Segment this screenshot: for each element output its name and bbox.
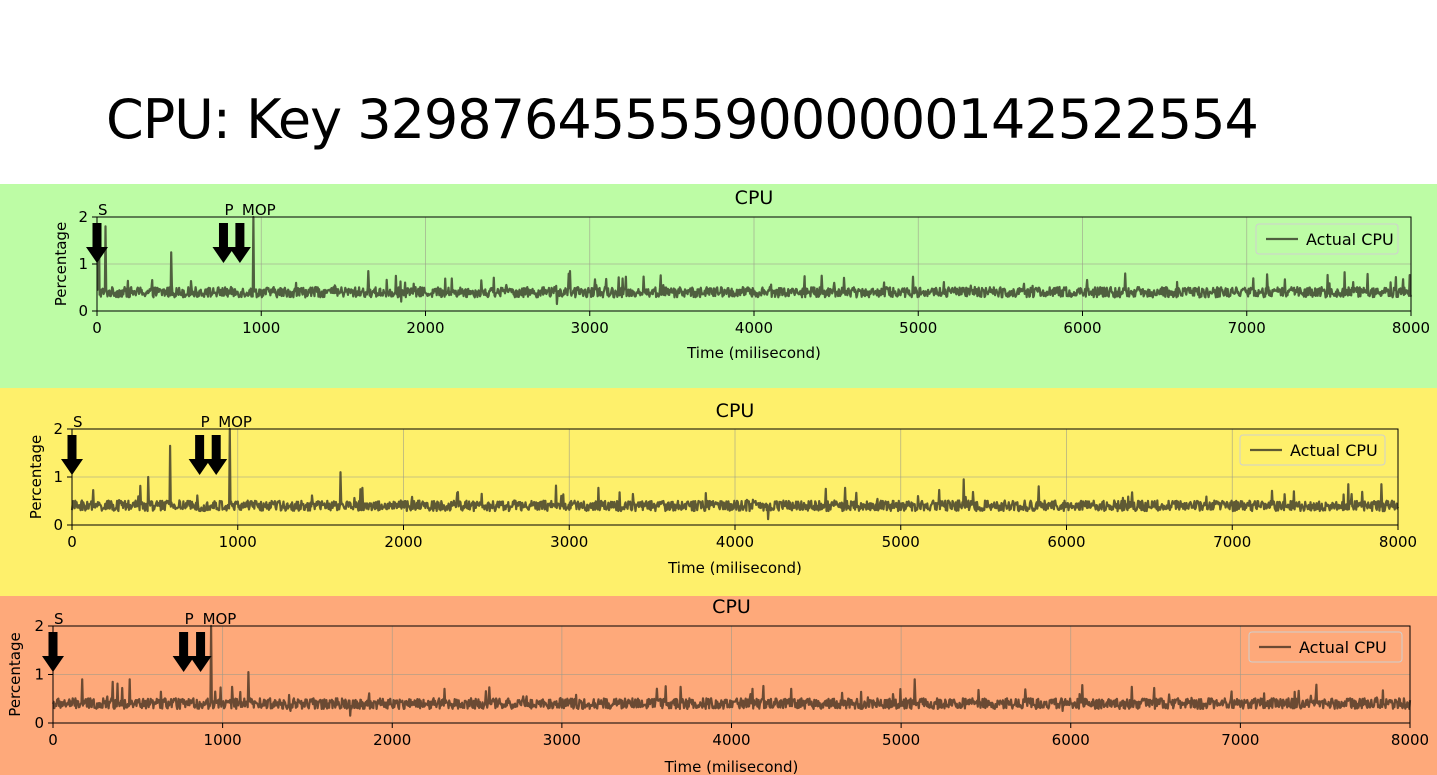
x-tick-label: 5000 xyxy=(882,731,920,749)
cpu-chart-svg: CPU 0 1000 2000 3000 4000 5000 6000 7000 8000 0 1 2 T… xyxy=(27,400,1417,577)
x-tick-label: 5000 xyxy=(882,533,920,551)
x-tick-label: 4000 xyxy=(716,533,754,551)
event-marker-label: P xyxy=(185,610,194,628)
x-tick-label: 0 xyxy=(67,533,77,551)
event-marker-mop: MOP xyxy=(189,610,237,672)
arrow-down-icon xyxy=(61,459,83,475)
arrow-shaft xyxy=(92,223,102,249)
x-tick-label: 3000 xyxy=(571,319,609,337)
y-tick-label: 2 xyxy=(34,617,44,635)
x-tick-label: 2000 xyxy=(373,731,411,749)
arrow-shaft xyxy=(235,223,245,249)
event-marker-label: MOP xyxy=(242,201,276,219)
event-marker-label: S xyxy=(98,201,108,219)
y-tick-label: 0 xyxy=(53,516,63,534)
x-tick-label: 0 xyxy=(48,731,58,749)
chart-title: CPU xyxy=(716,400,755,422)
arrow-shaft xyxy=(195,435,205,461)
x-tick-label: 4000 xyxy=(735,319,773,337)
legend-box xyxy=(1248,631,1403,663)
series-line-actual-cpu xyxy=(51,624,1412,717)
y-axis-label: Percentage xyxy=(52,222,70,306)
arrow-shaft xyxy=(67,435,77,461)
x-axis-label: Time (milisecond) xyxy=(686,344,821,362)
x-tick-label: 5000 xyxy=(899,319,937,337)
x-tick-label: 1000 xyxy=(204,731,242,749)
x-tick-label: 6000 xyxy=(1063,319,1101,337)
y-tick-label: 0 xyxy=(34,714,44,732)
cpu-chart-svg: CPU 0 1000 2000 3000 4000 5000 6000 7000 8000 0 1 2 T… xyxy=(52,187,1430,362)
arrow-down-icon xyxy=(189,656,212,672)
arrow-down-icon xyxy=(86,247,108,263)
series-line-actual-cpu xyxy=(96,215,1413,306)
y-tick-label: 2 xyxy=(78,208,88,226)
x-tick-label: 3000 xyxy=(543,731,581,749)
chart-title: CPU xyxy=(735,187,774,209)
cpu-chart-panel-orange: CPU 0 1000 2000 3000 4000 5000 6000 7000 8000 0 1 2 T… xyxy=(0,596,1437,775)
y-tick-label: 1 xyxy=(34,666,44,684)
legend-box xyxy=(1255,223,1399,255)
legend-label: Actual CPU xyxy=(1299,638,1387,657)
event-marker-s: S xyxy=(86,201,108,263)
x-tick-label: 7000 xyxy=(1213,533,1251,551)
arrow-down-icon xyxy=(172,656,195,672)
event-marker-s: S xyxy=(42,610,64,672)
x-tick-label: 8000 xyxy=(1391,731,1429,749)
arrow-down-icon xyxy=(42,656,64,672)
x-tick-label: 4000 xyxy=(712,731,750,749)
x-tick-label: 6000 xyxy=(1047,533,1085,551)
arrow-shaft xyxy=(196,632,206,658)
title-prefix: CPU: Key xyxy=(106,88,358,151)
arrow-down-icon xyxy=(228,247,251,263)
x-tick-label: 8000 xyxy=(1379,533,1417,551)
y-tick-label: 0 xyxy=(78,302,88,320)
legend-label: Actual CPU xyxy=(1306,230,1394,249)
event-marker-label: P xyxy=(224,201,233,219)
arrow-down-icon xyxy=(205,459,228,475)
arrow-shaft xyxy=(179,632,189,658)
x-tick-label: 6000 xyxy=(1052,731,1090,749)
x-tick-label: 2000 xyxy=(406,319,444,337)
arrow-shaft xyxy=(211,435,221,461)
x-tick-label: 7000 xyxy=(1228,319,1266,337)
event-marker-label: P xyxy=(201,413,210,431)
event-marker-s: S xyxy=(61,413,83,475)
y-axis-label: Percentage xyxy=(6,632,24,716)
arrow-shaft xyxy=(48,632,58,658)
x-tick-label: 1000 xyxy=(219,533,257,551)
event-marker-label: MOP xyxy=(218,413,252,431)
y-tick-label: 1 xyxy=(53,468,63,486)
event-marker-p: P xyxy=(212,201,235,263)
slide-title: CPU: Key 329876455559000000142522554 xyxy=(106,80,1259,160)
event-marker-mop: MOP xyxy=(205,413,252,475)
event-marker-p: P xyxy=(188,413,211,475)
y-tick-label: 2 xyxy=(53,420,63,438)
x-tick-label: 8000 xyxy=(1392,319,1430,337)
x-tick-label: 3000 xyxy=(550,533,588,551)
x-tick-label: 7000 xyxy=(1221,731,1259,749)
cpu-chart-panel-yellow: CPU 0 1000 2000 3000 4000 5000 6000 7000 8000 0 1 2 T… xyxy=(0,388,1437,596)
event-marker-label: S xyxy=(54,610,64,628)
legend-box xyxy=(1239,434,1386,466)
event-marker-label: S xyxy=(73,413,83,431)
title-key: 329876455559000000142522554 xyxy=(357,88,1259,151)
arrow-down-icon xyxy=(212,247,235,263)
cpu-chart-svg: CPU 0 1000 2000 3000 4000 5000 6000 7000 8000 0 1 2 T… xyxy=(6,596,1429,775)
series-line-actual-cpu xyxy=(70,427,1400,521)
event-marker-p: P xyxy=(172,610,195,672)
event-marker-mop: MOP xyxy=(228,201,276,263)
x-axis-label: Time (milisecond) xyxy=(664,758,799,775)
y-axis-label: Percentage xyxy=(27,435,45,519)
x-tick-label: 1000 xyxy=(242,319,280,337)
arrow-shaft xyxy=(218,223,228,249)
event-marker-label: MOP xyxy=(203,610,237,628)
x-tick-label: 2000 xyxy=(384,533,422,551)
legend-label: Actual CPU xyxy=(1290,441,1378,460)
x-tick-label: 0 xyxy=(92,319,102,337)
y-tick-label: 1 xyxy=(78,255,88,273)
cpu-chart-panel-green: CPU 0 1000 2000 3000 4000 5000 6000 7000 8000 0 1 2 T… xyxy=(0,184,1437,388)
arrow-down-icon xyxy=(188,459,211,475)
x-axis-label: Time (milisecond) xyxy=(667,559,802,577)
chart-title: CPU xyxy=(712,596,751,618)
